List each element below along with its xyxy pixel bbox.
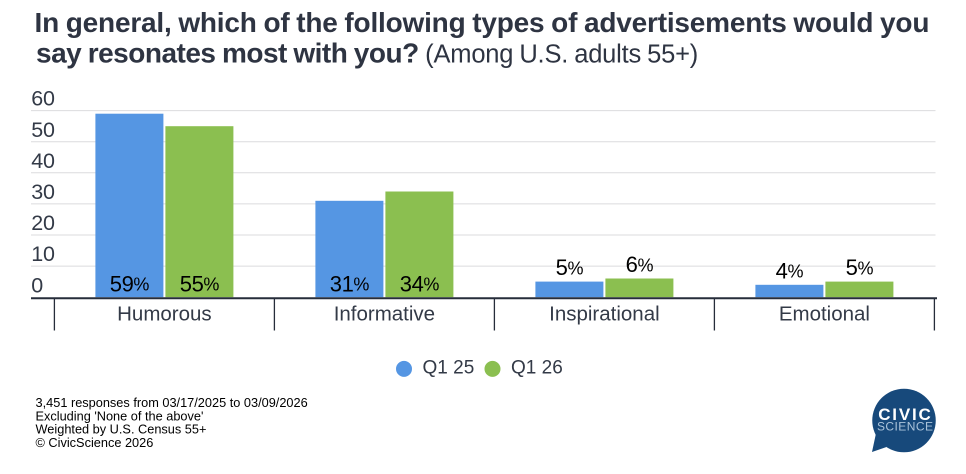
svg-text:CIVIC: CIVIC [878, 405, 932, 424]
svg-text:Excluding 'None of the above': Excluding 'None of the above' [36, 408, 204, 423]
svg-text:© CivicScience 2026: © CivicScience 2026 [36, 435, 154, 450]
svg-text:Informative: Informative [334, 303, 435, 326]
svg-text:0: 0 [31, 273, 43, 297]
svg-text:60: 60 [31, 87, 55, 111]
svg-text:10: 10 [31, 242, 55, 266]
svg-text:In general, which of the follo: In general, which of the following types… [35, 7, 930, 38]
svg-text:4%: 4% [776, 258, 804, 283]
svg-text:Weighted by U.S. Census 55+: Weighted by U.S. Census 55+ [36, 422, 207, 437]
svg-text:Emotional: Emotional [779, 303, 870, 326]
svg-text:3,451 responses from 03/17/202: 3,451 responses from 03/17/2025 to 03/09… [36, 395, 308, 410]
svg-text:Q1 26: Q1 26 [511, 358, 563, 379]
svg-text:Inspirational: Inspirational [549, 303, 660, 326]
svg-text:31%: 31% [330, 271, 370, 296]
svg-text:20: 20 [31, 211, 55, 235]
svg-text:Humorous: Humorous [117, 303, 212, 326]
svg-text:59%: 59% [110, 271, 150, 296]
svg-text:34%: 34% [400, 271, 440, 296]
svg-text:5%: 5% [846, 255, 874, 280]
svg-text:Q1 25: Q1 25 [423, 358, 475, 379]
svg-text:5%: 5% [556, 255, 584, 280]
svg-text:6%: 6% [626, 252, 654, 277]
svg-text:say resonates most with you? (: say resonates most with you? (Among U.S.… [36, 38, 698, 69]
svg-text:SCIENCE: SCIENCE [877, 420, 934, 434]
svg-text:50: 50 [31, 118, 55, 142]
svg-text:55%: 55% [180, 271, 220, 296]
svg-text:30: 30 [31, 180, 55, 204]
svg-text:40: 40 [31, 149, 55, 173]
